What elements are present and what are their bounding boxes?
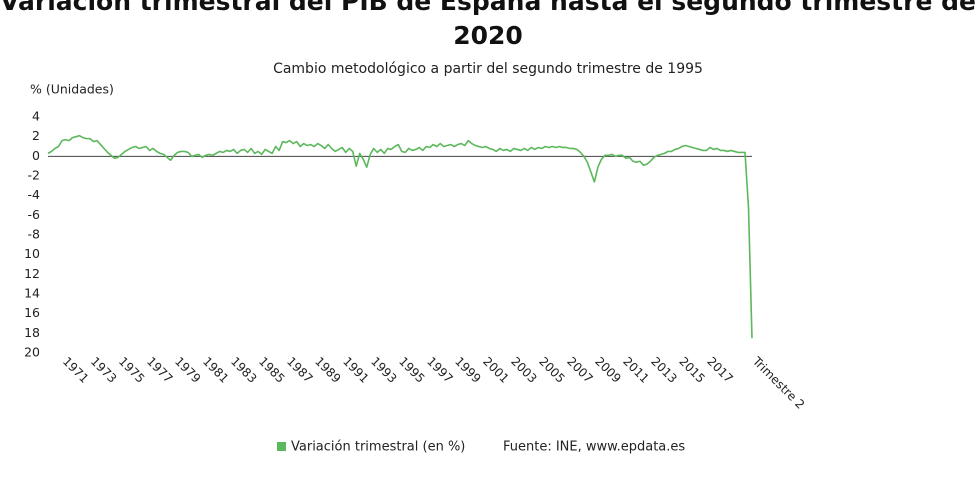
y-tick-label: 4 [32, 109, 40, 124]
y-tick-label: -6 [28, 207, 41, 222]
data-line [47, 134, 753, 339]
chart-title: Variación trimestral del PIB de España h… [0, 0, 976, 50]
y-tick-label: -2 [28, 168, 40, 183]
x-tick-label: 1999 [452, 354, 483, 385]
x-tick-label: 1987 [284, 354, 315, 385]
x-tick-label: 1983 [228, 354, 259, 385]
y-axis-label: % (Unidades) [30, 82, 114, 97]
y-tick-label: 14 [24, 286, 40, 301]
y-tick-label: 10 [24, 246, 40, 261]
x-tick-label: Trimestre 2 [749, 354, 807, 412]
y-tick-label: 18 [24, 325, 40, 340]
x-tick-label: 2017 [704, 354, 735, 385]
x-tick-label: 1989 [312, 354, 343, 385]
x-tick-label: 2003 [508, 354, 539, 385]
x-tick-label: 1991 [340, 354, 371, 385]
x-tick-label: 1997 [424, 354, 455, 385]
x-tick-label: 1975 [116, 354, 147, 385]
chart-subtitle: Cambio metodológico a partir del segundo… [273, 61, 703, 77]
x-tick-label: 2007 [564, 354, 595, 385]
x-tick-label: 1995 [396, 354, 427, 385]
y-tick-label: 16 [24, 305, 40, 320]
source: Fuente: INE, www.epdata.es [503, 440, 685, 455]
x-tick-label: 2009 [592, 354, 623, 385]
x-tick-label: 2005 [536, 354, 567, 385]
x-tick-label: 1971 [60, 354, 91, 385]
x-tick-label: 1981 [200, 354, 231, 385]
x-tick-label: 2013 [648, 354, 679, 385]
y-tick-label: 2 [32, 128, 40, 143]
x-tick-label: 1977 [144, 354, 175, 385]
x-tick-label: 2011 [620, 354, 651, 385]
legend-swatch [277, 442, 286, 451]
x-tick-label: 1979 [172, 354, 203, 385]
x-tick-label: 1973 [88, 354, 119, 385]
y-tick-label: 20 [24, 345, 40, 360]
legend-label: Variación trimestral (en %) [291, 440, 465, 455]
y-tick-label: -8 [28, 227, 41, 242]
x-tick-label: 1993 [368, 354, 399, 385]
y-tick-label: -4 [28, 187, 41, 202]
y-tick-label: 12 [24, 266, 40, 281]
x-tick-label: 1985 [256, 354, 287, 385]
x-tick-label: 2001 [480, 354, 511, 385]
x-tick-label: 2015 [676, 354, 707, 385]
y-tick-label: 0 [32, 148, 40, 163]
